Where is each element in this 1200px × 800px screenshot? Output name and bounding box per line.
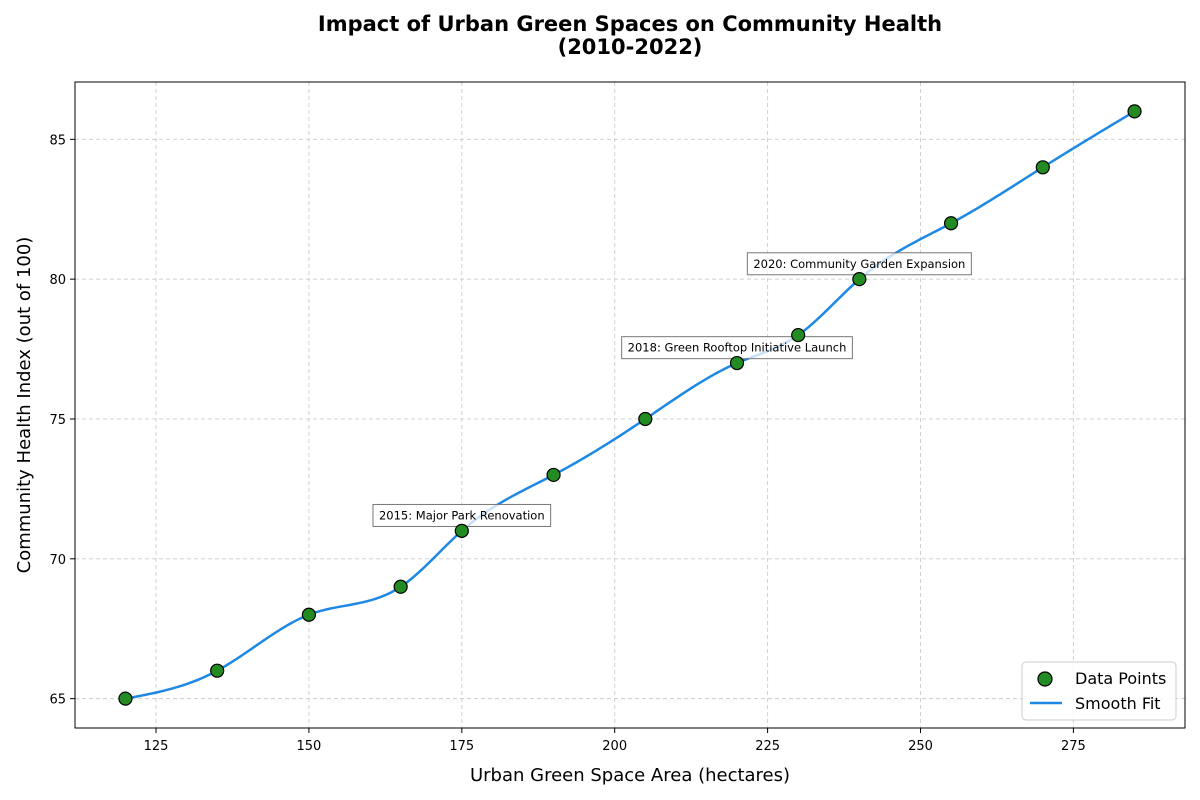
- y-tick-label: 85: [49, 133, 66, 148]
- data-point: [729, 355, 745, 371]
- data-point: [791, 327, 806, 343]
- annotation: 2015: Major Park Renovation: [372, 503, 552, 527]
- data-point: [118, 691, 133, 706]
- x-axis-label: Urban Green Space Area (hectares): [470, 765, 790, 786]
- data-point: [1035, 160, 1050, 175]
- data-point: [301, 607, 317, 622]
- data-point: [210, 663, 225, 678]
- x-tick-label: 200: [602, 739, 627, 754]
- data-point: [852, 272, 867, 287]
- annotation: 2020: Community Garden Expansion: [746, 252, 972, 276]
- grid-lines: [75, 82, 1185, 728]
- data-point: [638, 411, 653, 427]
- y-tick-label: 65: [49, 693, 66, 708]
- x-tick-label: 150: [297, 739, 322, 754]
- annotation-label: 2020: Community Garden Expansion: [753, 257, 965, 271]
- legend-label-smooth-fit: Smooth Fit: [1075, 694, 1161, 713]
- plot-frame: [74, 81, 1186, 729]
- smooth-fit-line: [125, 110, 1136, 700]
- y-axis-label: Community Health Index (out of 100): [14, 237, 35, 574]
- legend: Data Points Smooth Fit: [1021, 661, 1177, 721]
- annotation: 2018: Green Rooftop Initiative Launch: [621, 336, 853, 360]
- data-point: [943, 216, 959, 231]
- x-tick-label: 175: [449, 739, 474, 754]
- annotation-label: 2015: Major Park Renovation: [379, 508, 545, 522]
- chart-title-years: (2010-2022): [558, 35, 703, 59]
- x-tick-label: 125: [144, 739, 169, 754]
- annotation-label: 2018: Green Rooftop Initiative Launch: [628, 341, 847, 355]
- axis-ticks: 125 150 175 200 225 250 275 65 70 75 80 85: [49, 133, 1085, 754]
- data-point: [1127, 104, 1142, 119]
- y-tick-label: 70: [49, 553, 66, 568]
- x-tick-label: 250: [908, 739, 933, 754]
- data-point: [546, 467, 561, 483]
- x-tick-label: 225: [755, 739, 780, 754]
- y-tick-label: 75: [49, 413, 66, 428]
- smooth-fit-layer: [125, 110, 1136, 700]
- data-point: [454, 523, 469, 538]
- data-point: [393, 579, 408, 594]
- data-points-layer: [118, 104, 1142, 706]
- x-tick-label: 275: [1061, 739, 1086, 754]
- legend-label-data-points: Data Points: [1075, 669, 1166, 688]
- y-tick-label: 80: [49, 273, 66, 288]
- legend-box: [1021, 661, 1177, 721]
- legend-marker-data-points: [1037, 671, 1053, 687]
- chart-title: Impact of Urban Green Spaces on Communit…: [318, 12, 942, 36]
